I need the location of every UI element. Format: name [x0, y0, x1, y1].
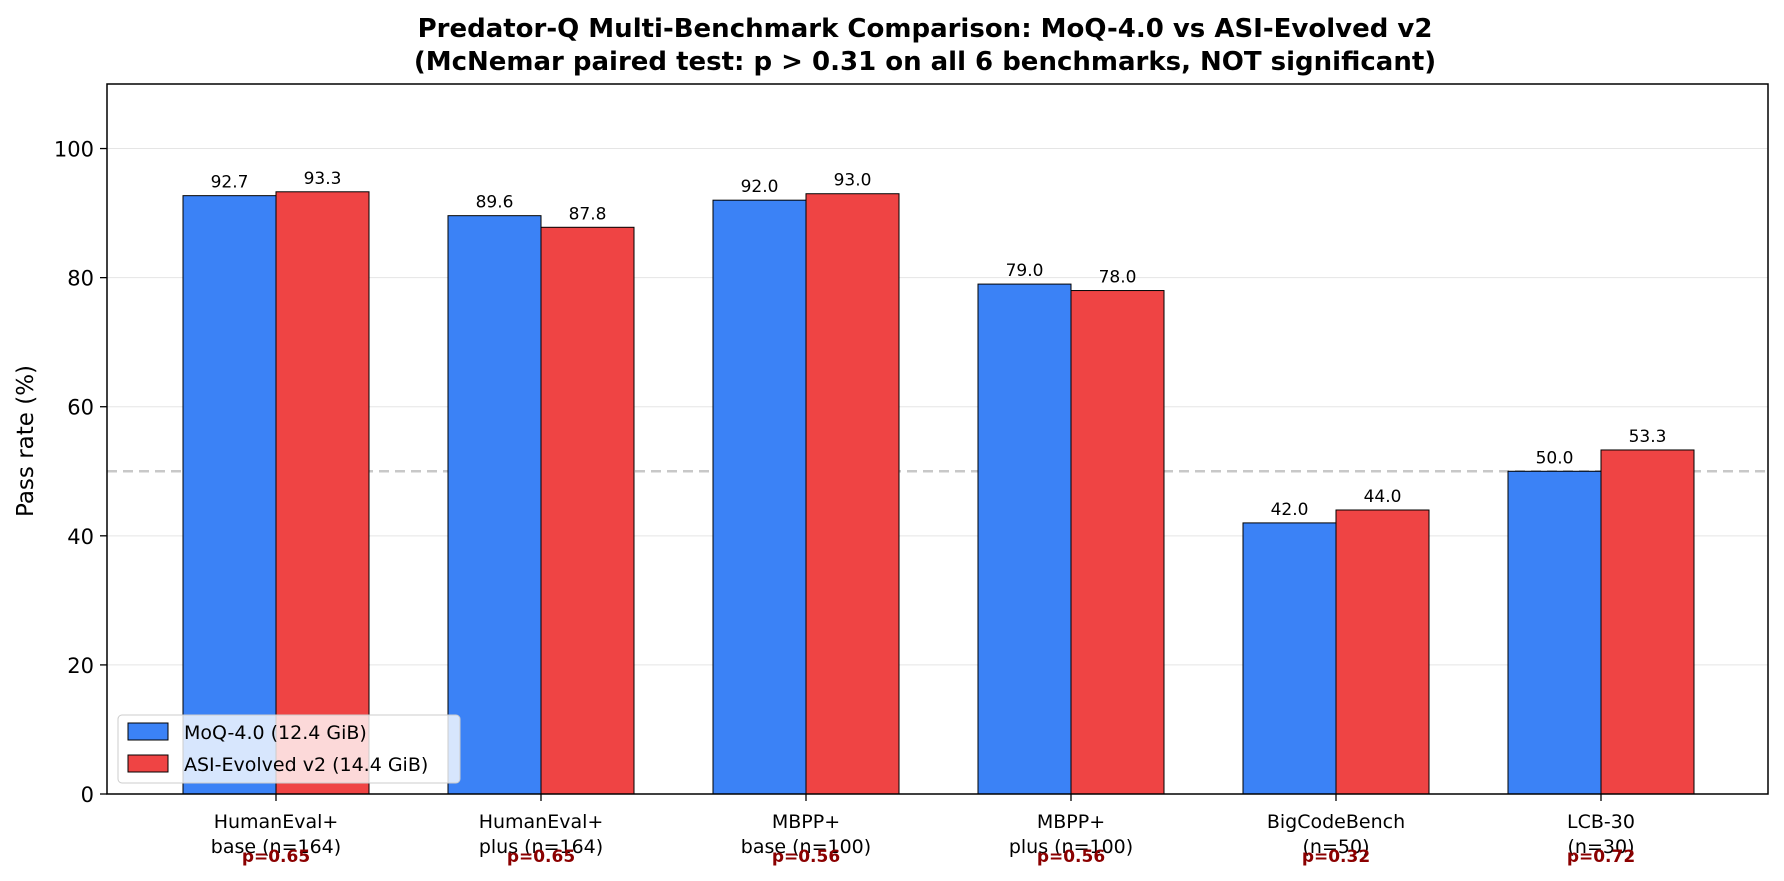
x-tick-label-line2: (n=50)	[1303, 836, 1370, 858]
axes: 0 20 40 60 80 100	[54, 83, 1769, 807]
legend-label: MoQ-4.0 (12.4 GiB)	[184, 722, 367, 744]
bar-asi-0	[275, 191, 370, 795]
y-axis-label: Pass rate (%)	[13, 365, 39, 517]
chart-subtitle: (McNemar paired test: p > 0.31 on all 6 …	[414, 47, 1436, 77]
bar-value-label: 50.0	[1536, 448, 1574, 468]
bar-moq-4	[1242, 522, 1337, 795]
bar-value-label: 79.0	[1006, 261, 1044, 281]
bar-value-label: 42.0	[1271, 500, 1309, 520]
x-tick-label-line2: base (n=100)	[741, 836, 871, 858]
x-tick-label-line1: HumanEval+	[214, 811, 339, 833]
bar-asi-4	[1335, 509, 1430, 795]
bar-value-labels: 92.7 93.3 89.6 87.8 92.0 93.0 79.0 78.0 42.0 44.0…	[211, 169, 1667, 520]
bar-moq-3	[977, 283, 1072, 795]
bar-value-label: 78.0	[1099, 268, 1137, 288]
x-tick-label-line1: MBPP+	[1037, 811, 1105, 833]
bar-asi-5	[1600, 449, 1695, 795]
legend: MoQ-4.0 (12.4 GiB) ASI-Evolved v2 (14.4 G…	[117, 714, 461, 784]
x-tick-labels: HumanEval+base (n=164)p=0.65HumanEval+pl…	[211, 811, 1635, 867]
bar-moq-2	[712, 199, 807, 795]
p-value-label: p=0.65	[242, 847, 310, 867]
bar-asi-2	[805, 193, 900, 795]
bar-moq-1	[447, 215, 542, 795]
x-tick-label-line2: plus (n=100)	[1009, 836, 1133, 858]
x-tick-label-line1: HumanEval+	[479, 811, 604, 833]
bar-value-label: 44.0	[1364, 487, 1402, 507]
legend-box	[117, 714, 461, 784]
y-tick-label: 60	[67, 396, 94, 420]
y-tick-label: 100	[54, 138, 94, 162]
legend-swatch	[127, 722, 169, 741]
grid-lines	[107, 148, 1768, 795]
bar-value-label: 89.6	[476, 193, 514, 213]
legend-label: ASI-Evolved v2 (14.4 GiB)	[184, 754, 428, 776]
x-tick-label-line1: MBPP+	[772, 811, 840, 833]
x-tick-label-line2: base (n=164)	[211, 836, 341, 858]
bar-asi-3	[1070, 290, 1165, 795]
plot-frame	[106, 83, 1769, 795]
p-value-label: p=0.56	[772, 847, 840, 867]
x-tick-label-line1: BigCodeBench	[1267, 811, 1405, 833]
y-tick-label: 20	[67, 654, 94, 678]
p-value-label: p=0.32	[1302, 847, 1370, 867]
y-tick-label: 40	[67, 525, 94, 549]
bar-moq-5	[1507, 470, 1602, 795]
x-tick-label-line1: LCB-30	[1567, 811, 1635, 833]
x-tick-label-line2: (n=30)	[1568, 836, 1635, 858]
p-value-label: p=0.56	[1037, 847, 1105, 867]
y-tick-label: 0	[81, 783, 94, 807]
bar-value-label: 93.3	[304, 169, 342, 189]
bar-asi-1	[540, 226, 635, 795]
bar-value-label: 87.8	[569, 204, 607, 224]
legend-swatch	[127, 754, 169, 773]
bar-moq-0	[182, 195, 277, 795]
bar-value-label: 92.0	[741, 177, 779, 197]
x-tick-label-line2: plus (n=164)	[479, 836, 603, 858]
y-tick-label: 80	[67, 267, 94, 291]
bar-value-label: 53.3	[1629, 427, 1667, 447]
bar-value-label: 93.0	[834, 171, 872, 191]
chart-title: Predator-Q Multi-Benchmark Comparison: M…	[418, 14, 1433, 44]
p-value-label: p=0.72	[1567, 847, 1635, 867]
p-value-label: p=0.65	[507, 847, 575, 867]
bar-value-label: 92.7	[211, 173, 249, 193]
bars	[182, 191, 1695, 795]
